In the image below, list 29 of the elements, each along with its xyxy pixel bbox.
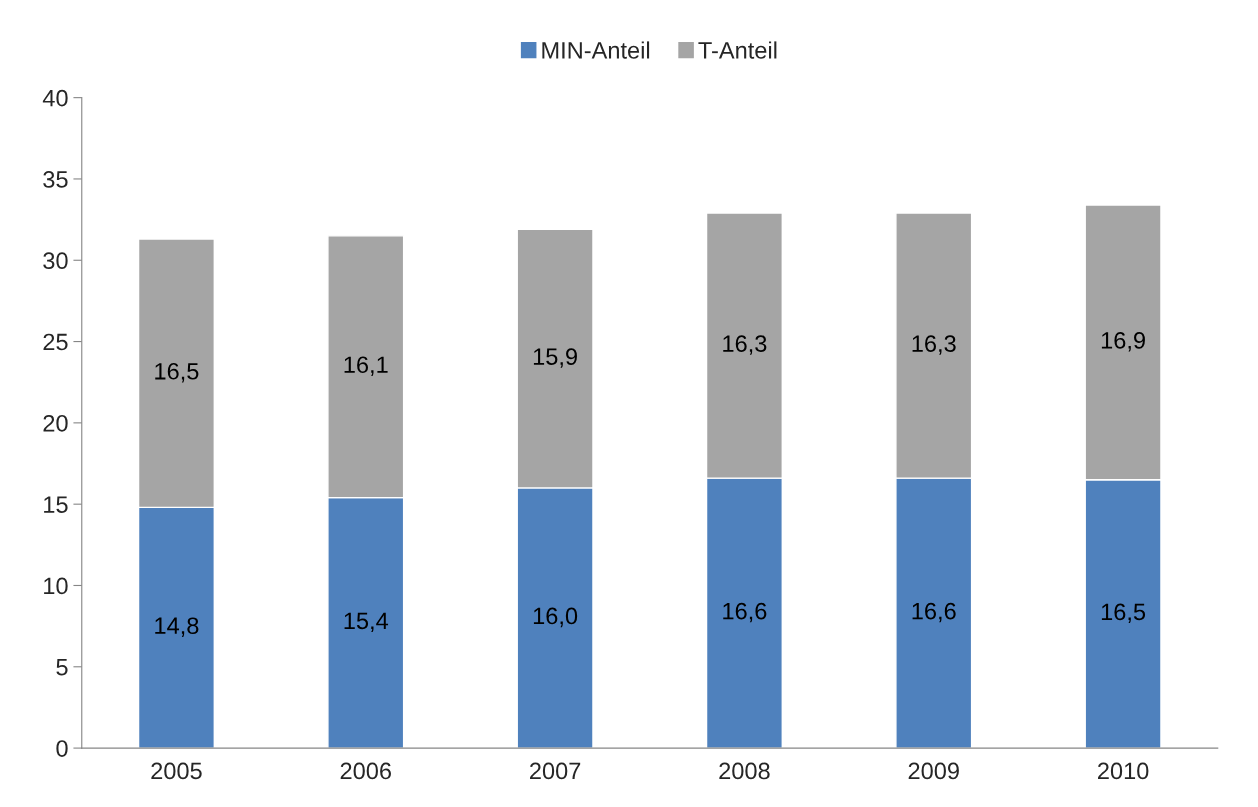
data-label: 14,8 bbox=[155, 617, 199, 637]
y-tick-label: 15 bbox=[44, 496, 68, 513]
legend-label: T-Anteil bbox=[698, 41, 777, 59]
y-tick-label: 0 bbox=[56, 740, 68, 757]
x-tick-label: 2005 bbox=[151, 762, 202, 780]
data-label: 16,5 bbox=[155, 362, 199, 383]
data-label: 16,3 bbox=[912, 335, 956, 355]
x-tick-label: 2007 bbox=[530, 762, 581, 780]
y-tick-label: 5 bbox=[56, 659, 68, 676]
x-tick-label: 2006 bbox=[340, 762, 391, 780]
y-tick-label: 20 bbox=[43, 414, 68, 432]
y-tick-label: 30 bbox=[43, 252, 68, 270]
data-label: 16,0 bbox=[533, 607, 578, 628]
y-tick-label: 10 bbox=[44, 577, 68, 595]
data-label: 16,3 bbox=[723, 335, 767, 355]
data-label: 16,6 bbox=[912, 602, 956, 623]
data-label: 16,1 bbox=[344, 356, 388, 376]
data-label: 16,5 bbox=[1101, 603, 1146, 624]
data-label: 15,4 bbox=[344, 612, 389, 633]
y-tick-label: 25 bbox=[43, 333, 68, 351]
y-tick-label: 40 bbox=[42, 89, 68, 107]
data-label: 16,6 bbox=[723, 602, 767, 623]
data-label: 15,9 bbox=[533, 348, 577, 368]
x-tick-label: 2009 bbox=[908, 762, 959, 780]
legend-label: MIN-Anteil bbox=[542, 41, 650, 59]
data-label: 16,9 bbox=[1101, 331, 1145, 352]
y-tick-label: 35 bbox=[43, 171, 68, 188]
x-tick-label: 2008 bbox=[719, 762, 770, 780]
x-tick-label: 2010 bbox=[1098, 762, 1149, 780]
